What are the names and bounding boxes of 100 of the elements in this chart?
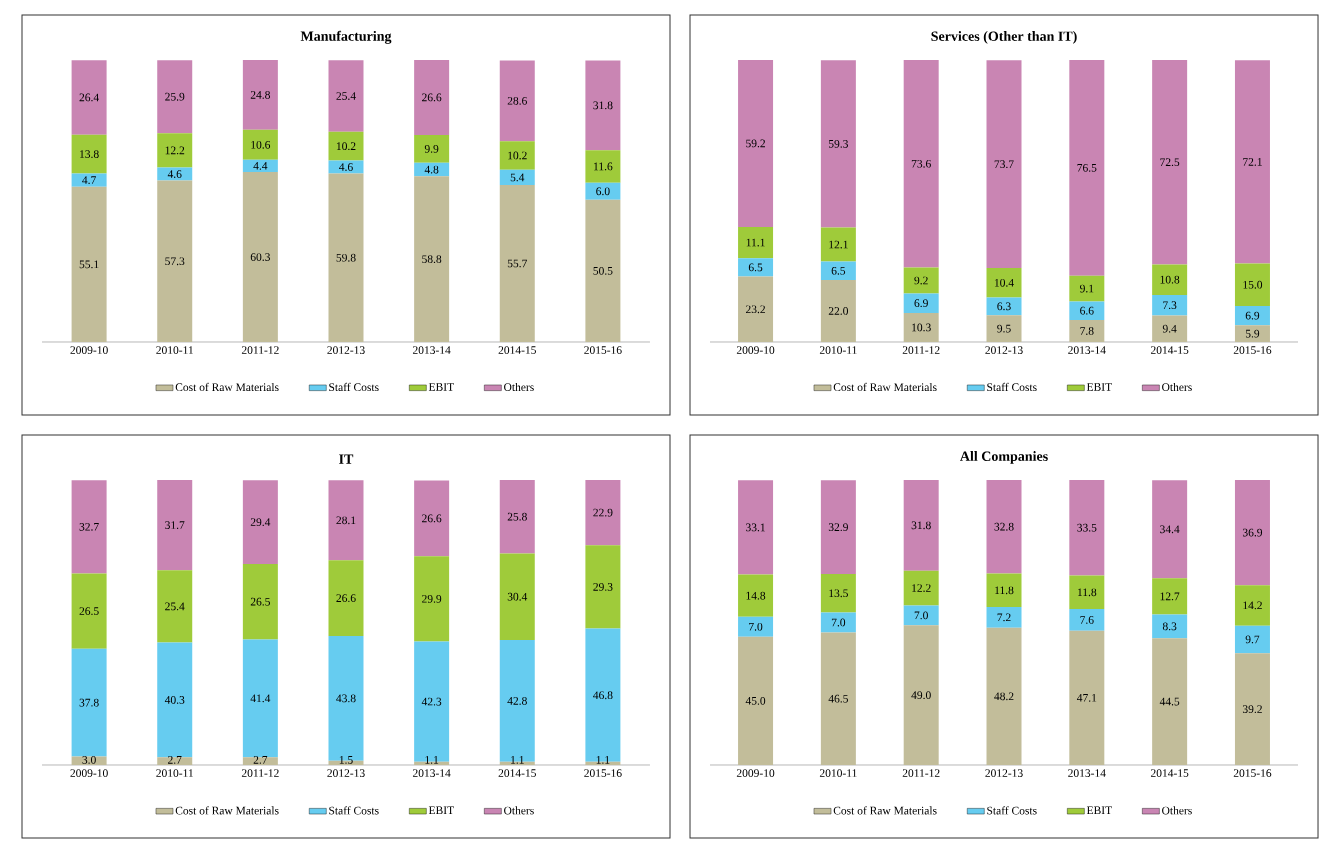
data-label: 45.0 [745, 696, 766, 705]
x-tick-label: 2013-14 [412, 346, 451, 354]
bar [1152, 59, 1188, 265]
data-label: 58.8 [422, 255, 442, 264]
data-label: 44.5 [1159, 697, 1180, 706]
data-label: 36.9 [1242, 528, 1263, 537]
x-tick-label: 2012-13 [985, 769, 1023, 777]
bar [986, 627, 1022, 765]
bar [499, 169, 535, 186]
bar [1234, 325, 1270, 342]
bar [414, 59, 450, 135]
legend-label: Staff Costs [987, 382, 1037, 392]
data-label: 4.4 [253, 162, 268, 170]
bar [1069, 630, 1105, 765]
x-tick-label: 2012-13 [327, 346, 365, 354]
x-tick-label: 2013-14 [412, 769, 451, 777]
data-label: 22.0 [828, 307, 849, 315]
data-label: 26.6 [422, 514, 442, 523]
bar [242, 563, 278, 640]
bar [903, 293, 939, 313]
data-label: 26.5 [79, 607, 99, 615]
bar [328, 560, 364, 637]
data-label: 42.3 [421, 697, 442, 706]
bar [1069, 480, 1105, 576]
data-label: 12.1 [829, 240, 848, 249]
bar [242, 59, 278, 130]
bar [585, 628, 621, 762]
bar [820, 480, 856, 575]
bar [1152, 638, 1188, 765]
x-tick-label: 2011-12 [241, 346, 279, 354]
bar [328, 131, 364, 161]
bar [157, 480, 193, 571]
bar [738, 574, 774, 617]
legend-label: Cost of Raw Materials [175, 806, 279, 815]
data-label: 10.4 [994, 278, 1014, 287]
data-label: 24.8 [250, 91, 270, 99]
x-tick-label: 2009-10 [736, 769, 775, 777]
bar [328, 160, 364, 174]
data-label: 4.7 [82, 176, 96, 184]
bar [986, 315, 1022, 342]
data-label: 1.5 [339, 756, 353, 764]
data-label: 10.2 [508, 151, 527, 160]
bar [499, 553, 535, 641]
legend-label: EBIT [1086, 383, 1112, 391]
bar [986, 573, 1022, 608]
data-label: 25.4 [336, 92, 356, 100]
bar [738, 636, 774, 765]
data-label: 7.3 [1163, 301, 1177, 310]
data-label: 26.4 [79, 93, 99, 102]
data-label: 40.3 [164, 696, 185, 704]
bar [986, 480, 1022, 574]
chart-title: IT [339, 454, 354, 464]
data-label: 9.2 [914, 276, 928, 285]
bar [1234, 625, 1270, 654]
data-label: 30.4 [507, 592, 528, 601]
bar [585, 199, 621, 342]
data-label: 37.8 [79, 698, 99, 707]
bar [738, 276, 774, 342]
legend-label: EBIT [1086, 806, 1112, 815]
data-label: 7.6 [1080, 616, 1094, 624]
data-label: 9.1 [1080, 284, 1094, 293]
bar [986, 60, 1022, 269]
legend-label: Cost of Raw Materials [833, 806, 937, 815]
bar [903, 312, 939, 342]
bar [1234, 305, 1270, 326]
bar [1069, 609, 1105, 631]
bar [242, 129, 278, 160]
legend-label: Cost of Raw Materials [175, 382, 279, 392]
bar [71, 60, 107, 135]
bar [1069, 59, 1105, 276]
data-label: 7.0 [831, 618, 846, 627]
bar [242, 172, 278, 342]
bar [499, 480, 535, 554]
bar [820, 574, 856, 613]
data-label: 9.5 [997, 324, 1011, 333]
data-label: 26.6 [422, 93, 442, 102]
bar [738, 258, 774, 277]
data-label: 6.5 [831, 266, 846, 275]
bar [986, 607, 1022, 628]
data-label: 7.0 [749, 622, 763, 631]
chart-title: Services (Other than IT) [931, 31, 1077, 44]
x-tick-label: 2010-11 [156, 346, 193, 354]
bar [1069, 275, 1105, 302]
data-label: 29.4 [250, 518, 271, 527]
bar [738, 480, 774, 575]
data-label: 28.1 [336, 516, 356, 525]
bar [903, 480, 939, 571]
bar [820, 632, 856, 765]
bar [1152, 578, 1188, 615]
bar [71, 480, 107, 574]
bar [820, 279, 856, 342]
data-label: 2.7 [253, 756, 268, 764]
legend-label: Others [504, 806, 534, 815]
x-tick-label: 2013-14 [1068, 769, 1106, 777]
x-tick-label: 2012-13 [327, 769, 365, 777]
bar [585, 545, 621, 629]
bar [1234, 653, 1270, 765]
bar [1152, 264, 1188, 295]
bar [1234, 263, 1270, 306]
chart-title: All Companies [960, 451, 1048, 464]
